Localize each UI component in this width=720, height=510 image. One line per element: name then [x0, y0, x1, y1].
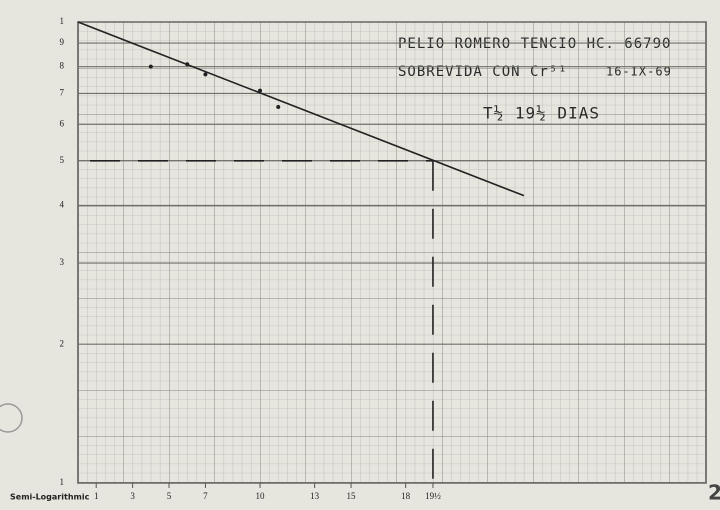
paper-label: Semi-Logarithmic: [10, 493, 90, 502]
x-tick-label: 13: [310, 491, 320, 501]
y-tick-label: 6: [60, 118, 65, 128]
annotation: PELIO ROMERO TENCIO HC. 66790: [398, 36, 671, 52]
x-tick-label: 18: [401, 491, 411, 501]
data-point: [149, 65, 153, 69]
y-tick-label: 5: [60, 155, 65, 165]
y-tick-label: 7: [60, 87, 65, 97]
x-tick-label: 15: [347, 491, 357, 501]
y-tick-label: 9: [60, 37, 65, 47]
y-tick-label: 2: [60, 338, 65, 348]
x-tick-label: 5: [167, 491, 172, 501]
page-number: 2: [708, 481, 720, 505]
x-tick-label: 7: [203, 491, 208, 501]
x-tick-label: 3: [130, 491, 135, 501]
x-tick-label: 19½: [425, 491, 441, 501]
data-point: [276, 105, 280, 109]
x-tick-label: 1: [94, 491, 99, 501]
x-tick-label: 10: [256, 491, 266, 501]
y-tick-label: 3: [60, 257, 65, 267]
annotation: T½ 19½ DIAS: [483, 104, 600, 123]
graph-paper-major: [78, 22, 706, 483]
y-tick-label: 1: [60, 477, 65, 487]
y-tick-label: 4: [60, 200, 65, 210]
y-tick-label: 8: [60, 61, 65, 71]
y-tick-label: 1: [60, 16, 65, 26]
chart: PELIO ROMERO TENCIO HC. 66790 SOBREVIDA …: [0, 0, 720, 510]
